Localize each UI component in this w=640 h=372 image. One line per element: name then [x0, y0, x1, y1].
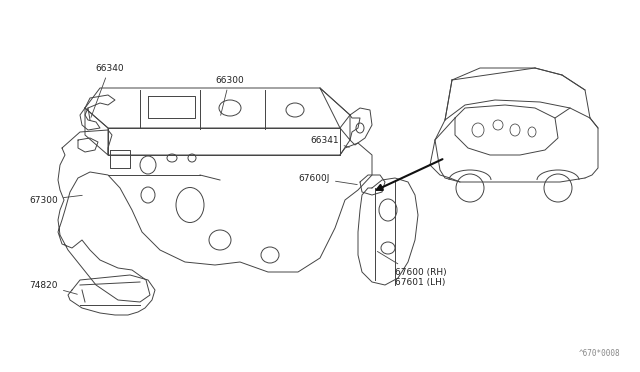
Text: 66340: 66340 — [91, 64, 124, 118]
Text: 67600 (RH)
67601 (LH): 67600 (RH) 67601 (LH) — [378, 251, 447, 288]
Text: 66300: 66300 — [215, 76, 244, 115]
Text: ^670*0008: ^670*0008 — [579, 349, 620, 358]
Text: 67300: 67300 — [29, 195, 83, 205]
Text: 66341: 66341 — [310, 135, 349, 147]
Text: 74820: 74820 — [29, 280, 77, 294]
Text: 67600J: 67600J — [299, 173, 357, 185]
